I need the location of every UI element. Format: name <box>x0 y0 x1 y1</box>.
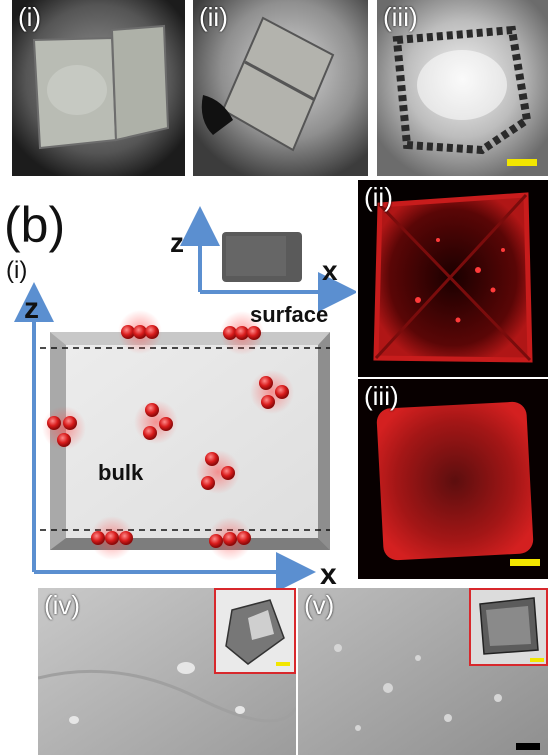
label-sem-iv: (iv) <box>44 590 80 621</box>
sem-iv-inset <box>215 589 295 673</box>
scale-bar-top <box>507 159 537 166</box>
bulk-label: bulk <box>98 460 144 485</box>
fluorescence-iii: (iii) <box>358 379 548 579</box>
sem-v-image <box>298 588 548 755</box>
micrograph-ii: (ii) <box>193 0 368 176</box>
particle-cluster-top-left <box>118 310 162 354</box>
inset-x-label: x <box>322 255 338 286</box>
particle-cluster-left <box>42 406 86 450</box>
micrograph-i: (i) <box>12 0 185 176</box>
label-sem-v: (v) <box>304 590 334 621</box>
label-fluor-iii: (iii) <box>364 381 399 412</box>
z-axis-label: z <box>24 292 39 325</box>
label-fluor-ii: (ii) <box>364 182 393 213</box>
fluorescence-ii: (ii) <box>358 180 548 377</box>
label-top-iii: (iii) <box>383 2 418 33</box>
sem-iv: (iv) <box>38 588 296 755</box>
particle-cluster-right <box>250 370 294 414</box>
label-top-ii: (ii) <box>199 2 228 33</box>
scale-bar-sem <box>516 743 540 750</box>
micrograph-iii: (iii) <box>377 0 548 176</box>
particle-cluster-center <box>134 400 178 444</box>
label-top-i: (i) <box>18 2 41 33</box>
surface-label: surface <box>250 302 328 327</box>
particle-cluster-bottom-right <box>208 517 252 561</box>
schematic-diagram: (b) (i) z x z x surface bulk <box>0 180 356 590</box>
particle-cluster-center-low <box>196 450 240 494</box>
sem-v: (v) <box>298 588 548 755</box>
sem-v-inset <box>470 589 547 665</box>
schematic-panel: (b) (i) z x z x surface bulk <box>0 180 356 590</box>
panel-b-label: (b) <box>4 197 65 253</box>
panel-b-sub-label: (i) <box>6 257 27 284</box>
scale-bar-fluor <box>510 559 540 566</box>
x-axis-label: x <box>320 558 337 590</box>
inset-z-label: z <box>170 227 184 258</box>
particle-cluster-bottom-left <box>90 516 134 560</box>
